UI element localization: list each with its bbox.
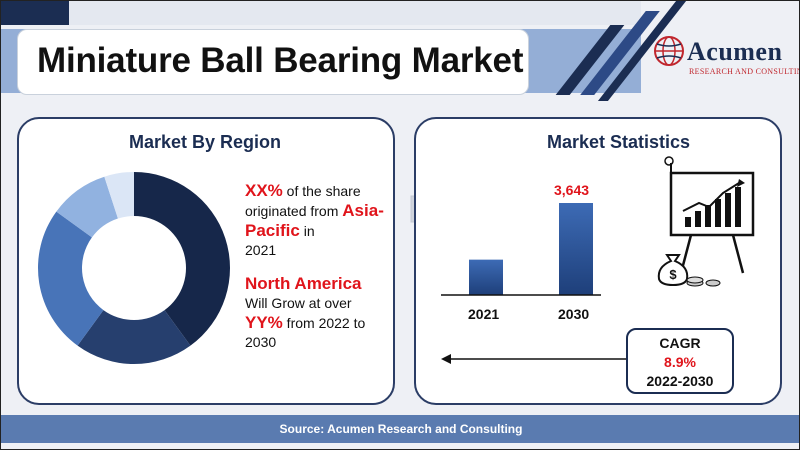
- bar-label-2030: 2030: [558, 306, 590, 322]
- growth-value: YY%: [245, 313, 283, 332]
- donut-slice-2: [77, 310, 191, 364]
- money-bag-icon: $: [657, 254, 689, 287]
- share-statement: XX% of the share originated from Asia-Pa…: [245, 181, 395, 260]
- bar-2030: [559, 203, 593, 295]
- bar-2021: [469, 259, 503, 295]
- stats-bar-chart: [441, 203, 601, 296]
- share-in: in: [299, 223, 315, 239]
- title-box: [17, 29, 529, 95]
- share-region: Asia-Pacific: [245, 201, 384, 240]
- cagr-label: CAGR: [659, 335, 701, 351]
- donut-slice-5: [104, 172, 134, 219]
- acumen-logo: Acumen RESEARCH AND CONSULTING: [653, 33, 799, 83]
- arrow-left-icon: [441, 354, 627, 364]
- logo-tagline: RESEARCH AND CONSULTING: [689, 67, 800, 76]
- donut-slice-1: [134, 172, 230, 346]
- growth-period: from 2022 to 2030: [245, 315, 366, 350]
- share-value: XX%: [245, 181, 283, 200]
- cagr-box: CAGR 8.9% 2022-2030: [626, 328, 734, 394]
- cagr-period: 2022-2030: [646, 373, 714, 389]
- region-panel-title: Market By Region: [129, 132, 282, 152]
- donut-slice-3: [38, 211, 104, 346]
- coins-decoration: [686, 276, 721, 287]
- header-top-strip: [1, 1, 641, 25]
- bar-value-2030: 3,643: [554, 182, 590, 198]
- growth-statement: North America Will Grow at over YY% from…: [245, 274, 395, 352]
- share-year: 2021: [245, 242, 277, 258]
- growth-board-icon: [664, 156, 755, 274]
- svg-text:$: $: [669, 267, 677, 282]
- growth-text: Will Grow at over: [245, 295, 352, 311]
- bar-label-2021: 2021: [468, 306, 500, 322]
- donut-slice-4: [56, 176, 118, 238]
- stats-panel-title: Market Statistics: [547, 132, 691, 152]
- cagr-value: 8.9%: [664, 354, 696, 370]
- share-text: of the share originated from: [245, 183, 361, 219]
- logo-wordmark: Acumen: [687, 37, 783, 66]
- page-title: Miniature Ball Bearing Market: [37, 41, 524, 80]
- header-corner-block: [1, 1, 69, 25]
- footer-source: Source: Acumen Research and Consulting: [1, 415, 799, 443]
- region-donut-chart: [38, 172, 230, 364]
- region-text-block: XX% of the share originated from Asia-Pa…: [245, 181, 395, 352]
- globe-logo-icon: [654, 36, 684, 66]
- growth-region: North America: [245, 274, 362, 293]
